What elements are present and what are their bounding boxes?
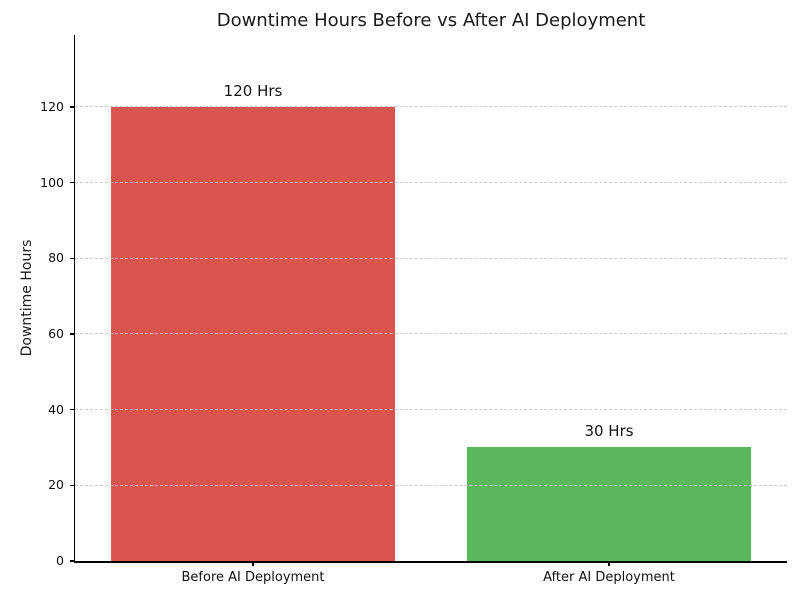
y-tick-label: 120 [40, 98, 64, 114]
y-tick-label: 80 [48, 250, 64, 266]
y-tick-label: 60 [48, 325, 64, 341]
x-tick-mark [608, 561, 610, 566]
y-axis-spine [73, 35, 75, 563]
y-tick-mark [70, 106, 75, 108]
gridline [75, 484, 787, 486]
y-tick-mark [70, 560, 75, 562]
x-tick-label: Before AI Deployment [181, 570, 325, 585]
y-tick-mark [70, 484, 75, 487]
bar [466, 447, 752, 561]
gridline [75, 106, 787, 108]
y-tick-mark [70, 181, 75, 184]
y-tick-label: 40 [48, 401, 64, 417]
gridline [75, 333, 787, 335]
y-tick-label: 20 [48, 477, 64, 493]
y-tick-label: 100 [40, 174, 64, 190]
x-tick-mark [252, 561, 254, 566]
gridline [75, 257, 787, 259]
gridline [75, 182, 787, 184]
x-tick-label: After AI Deployment [543, 570, 675, 585]
bar-value-label: 120 Hrs [223, 81, 283, 100]
y-tick-mark [70, 257, 75, 260]
chart-title: Downtime Hours Before vs After AI Deploy… [216, 10, 646, 31]
y-tick-mark [70, 333, 75, 335]
y-tick-mark [70, 408, 75, 411]
gridline [75, 409, 787, 411]
y-tick-label: 0 [56, 553, 64, 568]
x-axis-spine [73, 561, 787, 563]
bar-value-label: 30 Hrs [584, 422, 634, 441]
